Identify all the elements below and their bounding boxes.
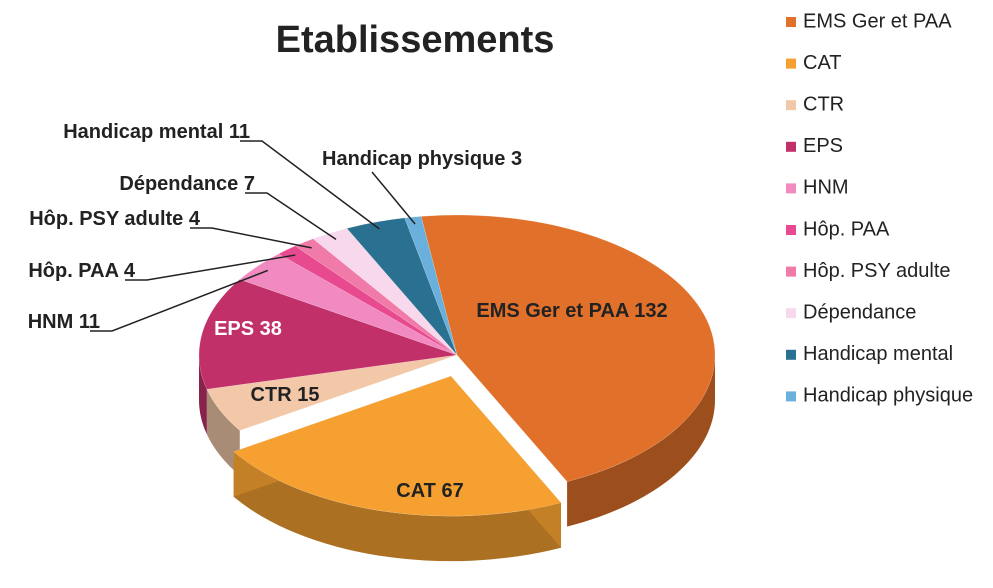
slice-side [567, 355, 715, 527]
legend-swatch [786, 183, 796, 194]
data-label-name: Handicap physique [322, 148, 505, 170]
slice-side [206, 389, 240, 476]
legend-swatch [786, 225, 796, 235]
data-label-name: EMS Ger et PAA [476, 300, 629, 322]
slice [404, 216, 458, 356]
slice [278, 245, 458, 356]
data-label: Hôp. PAA 4 [28, 260, 136, 282]
slice [206, 354, 458, 431]
data-label: HNM 11 [28, 311, 100, 333]
slice [346, 217, 458, 356]
data-label-name: Hôp. PAA [28, 260, 118, 282]
data-label-value: 132 [634, 300, 667, 322]
data-label-name: CTR [251, 384, 293, 406]
data-label-value: 11 [229, 121, 250, 143]
legend-swatch [786, 349, 796, 360]
data-label-name: Dépendance [119, 173, 238, 195]
legend-label: Handicap physique [803, 385, 973, 407]
legend-label: CTR [803, 93, 844, 115]
slice-side [233, 451, 562, 562]
legend-label: EMS Ger et PAA [803, 10, 952, 32]
legend-label: EPS [803, 135, 843, 157]
leader-line [125, 254, 296, 281]
leader-line [371, 171, 416, 225]
legend-label: Handicap mental [803, 343, 953, 365]
legend-swatch [786, 17, 796, 27]
leader-line [240, 140, 380, 230]
slice [239, 253, 458, 356]
slice [420, 214, 716, 482]
data-label: Handicap physique 3 [322, 148, 522, 170]
data-label-value: 11 [79, 311, 100, 333]
legend-label: Hôp. PSY adulte [803, 260, 951, 282]
leader-line [245, 192, 337, 240]
data-label-value: 38 [260, 318, 282, 340]
legend-swatch [786, 141, 796, 152]
data-label-name: Hôp. PSY adulte [29, 208, 183, 230]
slice [198, 279, 458, 390]
legend-swatch [786, 391, 796, 402]
legend-swatch [786, 266, 796, 277]
data-label: CTR 15 [251, 384, 320, 406]
data-label-value: 3 [511, 148, 522, 170]
slice [233, 375, 562, 517]
data-label-name: HNM [28, 311, 74, 333]
data-label-value: 7 [244, 173, 255, 195]
data-label-value: 15 [297, 384, 319, 406]
chart-title: Etablissements [276, 19, 555, 61]
legend-swatch [786, 100, 796, 111]
slice [294, 238, 458, 356]
leader-line [190, 227, 312, 249]
data-label: Handicap mental 11 [63, 121, 250, 143]
legend-label: HNM [803, 177, 849, 199]
legend-swatch [786, 308, 796, 319]
data-label: EMS Ger et PAA 132 [476, 300, 667, 322]
data-label-name: CAT [396, 480, 436, 502]
leader-line [90, 269, 269, 332]
data-label-name: Handicap mental [63, 121, 223, 143]
data-label: Hôp. PSY adulte 4 [29, 208, 201, 230]
data-label: Dépendance 7 [119, 173, 255, 195]
legend-label: CAT [803, 52, 842, 74]
legend-swatch [786, 58, 796, 69]
legend-label: Hôp. PAA [803, 218, 890, 240]
data-label-value: 67 [441, 480, 463, 502]
data-label-name: EPS [214, 318, 254, 340]
data-label-value: 4 [189, 208, 201, 230]
legend-label: Dépendance [803, 301, 916, 323]
slice-side [199, 355, 207, 435]
data-label: CAT 67 [396, 480, 463, 502]
data-label-value: 4 [124, 260, 136, 282]
slice [312, 228, 458, 356]
data-label: EPS 38 [214, 318, 282, 340]
